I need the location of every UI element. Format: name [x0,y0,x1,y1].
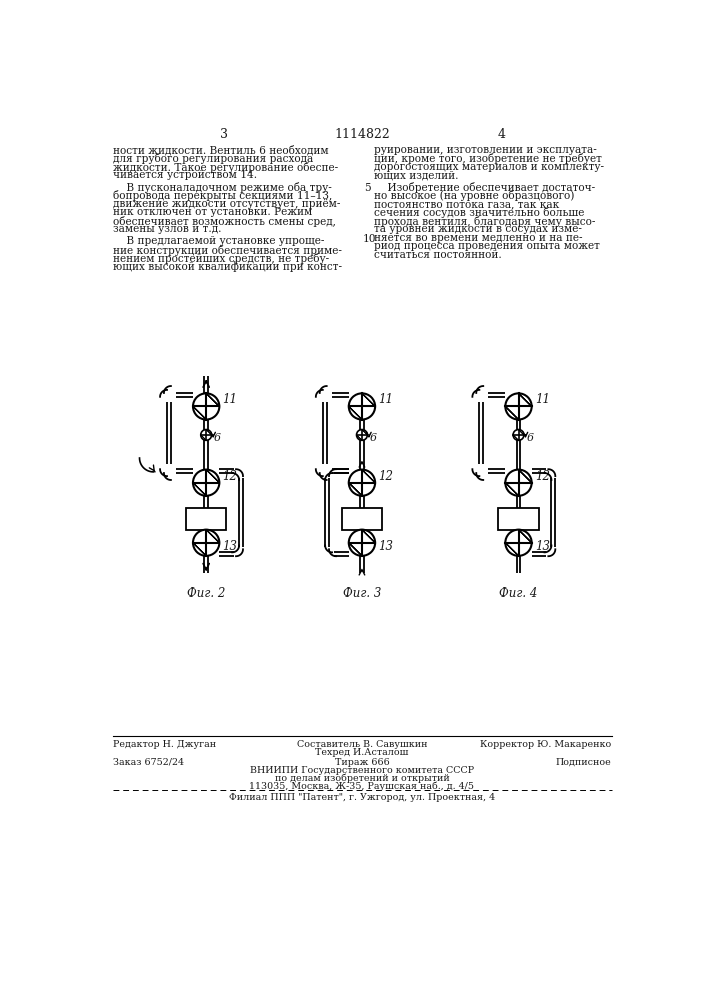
Text: 12: 12 [378,470,393,483]
Text: Фиг. 3: Фиг. 3 [343,587,381,600]
Text: по делам изобретений и открытий: по делам изобретений и открытий [274,774,450,783]
Text: 3: 3 [220,128,228,141]
Text: считаться постоянной.: считаться постоянной. [373,250,501,260]
Text: 13: 13 [223,540,238,553]
Text: замены узлов и т.д.: замены узлов и т.д. [113,224,222,234]
Text: Корректор Ю. Макаренко: Корректор Ю. Макаренко [480,740,612,749]
Text: 113035, Москва, Ж-35, Раушская наб., д. 4/5: 113035, Москва, Ж-35, Раушская наб., д. … [250,782,474,791]
Text: ющих изделий.: ющих изделий. [373,170,458,180]
Text: жидкости. Такое регулирование обеспе-: жидкости. Такое регулирование обеспе- [113,162,339,173]
Text: 1114822: 1114822 [334,128,390,141]
Text: няется во времени медленно и на пе-: няется во времени медленно и на пе- [373,233,582,243]
Circle shape [506,530,532,556]
Text: 11: 11 [534,393,550,406]
Text: бопровода перекрыты секциями 11–13,: бопровода перекрыты секциями 11–13, [113,190,332,201]
Circle shape [193,470,219,496]
Circle shape [349,530,375,556]
Circle shape [193,530,219,556]
Text: ющих высокой квалификации при конст-: ющих высокой квалификации при конст- [113,262,342,272]
Text: ции, кроме того, изобретение не требует: ции, кроме того, изобретение не требует [373,153,602,164]
Text: 12: 12 [534,470,550,483]
Text: 11: 11 [378,393,393,406]
Text: движение жидкости отсутствует, приём-: движение жидкости отсутствует, приём- [113,199,341,209]
Text: 6: 6 [370,433,377,443]
Text: чивается устройством 14.: чивается устройством 14. [113,170,257,180]
Text: ник отключен от установки. Режим: ник отключен от установки. Режим [113,207,312,217]
Text: риод процесса проведения опыта может: риод процесса проведения опыта может [373,241,600,251]
Text: сечения сосудов значительно больше: сечения сосудов значительно больше [373,207,584,218]
Text: ности жидкости. Вентиль 6 необходим: ности жидкости. Вентиль 6 необходим [113,145,329,155]
Text: В пусконаладочном режиме оба тру-: В пусконаладочном режиме оба тру- [113,182,332,193]
Text: Заказ 6752/24: Заказ 6752/24 [113,758,185,767]
Text: В предлагаемой установке упроще-: В предлагаемой установке упроще- [113,236,325,246]
Circle shape [349,470,375,496]
Text: Тираж 666: Тираж 666 [334,758,390,767]
Text: обеспечивает возможность смены сред,: обеспечивает возможность смены сред, [113,216,336,227]
Text: Фиг. 4: Фиг. 4 [499,587,538,600]
Text: прохода вентиля, благодаря чему высо-: прохода вентиля, благодаря чему высо- [373,216,595,227]
Text: нением простейших средств, не требу-: нением простейших средств, не требу- [113,253,329,264]
Text: Фиг. 2: Фиг. 2 [187,587,226,600]
Bar [186,508,226,530]
Circle shape [513,430,524,440]
Text: Подписное: Подписное [556,758,612,767]
Text: 7: 7 [358,515,366,528]
Text: Техред И.Асталош: Техред И.Асталош [315,748,409,757]
Circle shape [506,470,532,496]
Bar [341,508,382,530]
Circle shape [506,393,532,420]
Text: 13: 13 [534,540,550,553]
Text: 6: 6 [526,433,533,443]
Text: 10: 10 [363,234,376,244]
Circle shape [201,430,211,440]
Text: постоянство потока газа, так как: постоянство потока газа, так как [373,199,559,209]
Text: ние конструкции обеспечивается приме-: ние конструкции обеспечивается приме- [113,245,342,256]
Circle shape [193,393,219,420]
Text: Составитель В. Савушкин: Составитель В. Савушкин [297,740,427,749]
Text: Изобретение обеспечивает достаточ-: Изобретение обеспечивает достаточ- [373,182,595,193]
Circle shape [356,430,368,440]
Circle shape [349,393,375,420]
Text: 5: 5 [364,183,371,193]
Text: 13: 13 [378,540,393,553]
Text: 4: 4 [498,128,506,141]
Text: 7: 7 [514,515,522,528]
Text: та уровней жидкости в сосудах изме-: та уровней жидкости в сосудах изме- [373,224,581,234]
Text: руировании, изготовлении и эксплуата-: руировании, изготовлении и эксплуата- [373,145,596,155]
Text: дорогостоящих материалов и комплекту-: дорогостоящих материалов и комплекту- [373,162,604,172]
Text: ВНИИПИ Государственного комитета СССР: ВНИИПИ Государственного комитета СССР [250,766,474,775]
Text: 7: 7 [202,515,211,528]
Text: но высокое (на уровне образцового): но высокое (на уровне образцового) [373,190,574,201]
Text: для грубого регулирования расхода: для грубого регулирования расхода [113,153,313,164]
Text: 6: 6 [214,433,221,443]
Text: Филиал ППП "Патент", г. Ужгород, ул. Проектная, 4: Филиал ППП "Патент", г. Ужгород, ул. Про… [229,793,495,802]
Text: 11: 11 [223,393,238,406]
Bar [498,508,539,530]
Text: Редактор Н. Джуган: Редактор Н. Джуган [113,740,216,749]
Text: 12: 12 [223,470,238,483]
